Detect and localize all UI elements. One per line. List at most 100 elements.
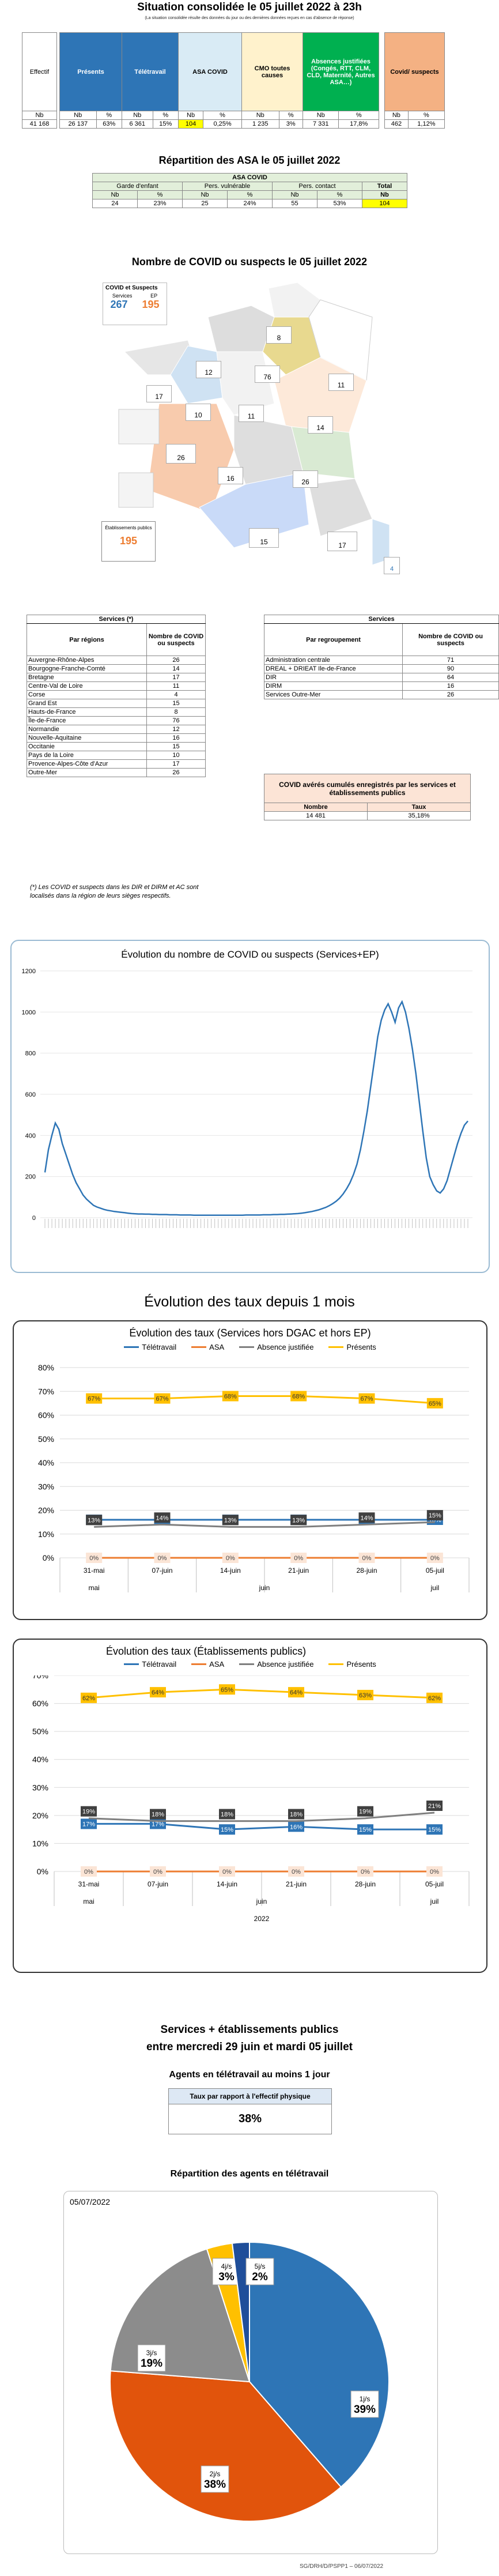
data-label: 62% xyxy=(81,1692,97,1703)
data-label-text: 67% xyxy=(88,1396,100,1403)
data-label-text: 15% xyxy=(429,1512,441,1519)
legend-item: ASA xyxy=(191,1343,224,1351)
val-abs-nb: 7 331 xyxy=(302,119,339,129)
x-tick-label: 05-juil xyxy=(425,1880,444,1888)
col-covid: Covid/ suspects xyxy=(384,32,445,111)
group-h1: Par regroupement xyxy=(264,623,403,656)
data-label: 18% xyxy=(288,1809,304,1820)
y-tick-label: 0 xyxy=(32,1215,36,1222)
region-row-label: Corse xyxy=(27,690,147,699)
data-label-text: 0% xyxy=(222,1869,232,1875)
legend-label: Absence justifiée xyxy=(257,1660,314,1669)
legend-line xyxy=(191,1663,207,1665)
data-label-box xyxy=(290,1515,307,1526)
y-tick-label: 40% xyxy=(32,1755,48,1764)
legend-item: ASA xyxy=(191,1660,224,1669)
sub-cell: Nb xyxy=(177,111,204,120)
region-row-value: 12 xyxy=(146,725,206,734)
data-label: 0% xyxy=(357,1866,373,1877)
data-label: 0% xyxy=(81,1866,97,1877)
val-asa-pct: 0,25% xyxy=(203,119,242,129)
y-tick-label: 20% xyxy=(38,1506,54,1515)
region-badge: 8 xyxy=(266,326,292,344)
data-label-text: 0% xyxy=(361,1869,370,1875)
data-label-box xyxy=(288,1821,304,1832)
region-row: Hauts-de-France 8 xyxy=(27,707,206,717)
teletravail-rate-table: Taux par rapport à l'effectif physique 3… xyxy=(168,2088,332,2134)
legend-line xyxy=(328,1346,344,1348)
region-row-value: 17 xyxy=(146,759,206,769)
pie-label: 1j/s39% xyxy=(350,2390,379,2418)
y-tick-label: 1200 xyxy=(22,968,36,975)
data-label: 15% xyxy=(426,1510,443,1521)
taux-ep-legend: Télétravail ASA Absence justifiée Présen… xyxy=(14,1660,486,1669)
group-table-title: Services xyxy=(264,615,499,624)
x-tick-label: 31-mai xyxy=(78,1880,100,1888)
data-label: 67% xyxy=(86,1393,103,1404)
val-asa-nb: 104 xyxy=(177,119,204,129)
y-tick-label: 400 xyxy=(25,1132,36,1139)
cumul-title: COVID avérés cumulés enregistrés par les… xyxy=(264,774,471,803)
data-label: 68% xyxy=(290,1391,307,1402)
summary-table: Effectif Présents Télétravail ASA COVID … xyxy=(22,32,445,129)
pie-label-name: 2j/s xyxy=(210,2470,221,2478)
data-label-box xyxy=(357,1866,373,1877)
sub-cell: % xyxy=(203,111,242,120)
data-label-box xyxy=(219,1809,235,1820)
ep-box-label: Établissements publics xyxy=(105,525,152,530)
map-title: Nombre de COVID ou suspects le 05 juille… xyxy=(131,256,368,268)
data-label-box xyxy=(86,1393,103,1404)
data-label-box xyxy=(154,1393,171,1404)
legend-line xyxy=(239,1663,255,1665)
data-label-text: 18% xyxy=(290,1812,303,1818)
data-label: 65% xyxy=(219,1684,235,1695)
data-label-text: 16% xyxy=(290,1824,303,1831)
region-row: Corse 4 xyxy=(27,690,206,699)
x-group-label: mai xyxy=(88,1584,99,1592)
sub-cell: Nb xyxy=(384,111,409,120)
group-row-label: Administration centrale xyxy=(264,656,403,665)
y-tick-label: 30% xyxy=(38,1482,54,1491)
asa-sub: % xyxy=(317,190,362,199)
pie-label-box xyxy=(350,2390,379,2418)
cumul-h1: Nombre xyxy=(264,803,368,812)
data-label-text: 65% xyxy=(221,1686,233,1693)
data-label: 0% xyxy=(86,1553,103,1563)
data-label: 64% xyxy=(150,1687,166,1698)
data-label-text: 15% xyxy=(359,1826,372,1833)
sub-cell: % xyxy=(96,111,123,120)
data-label-box xyxy=(426,1398,443,1408)
data-label-text: 13% xyxy=(88,1517,100,1524)
group-row: Administration centrale 71 xyxy=(264,656,499,665)
y-tick-label: 600 xyxy=(25,1091,36,1098)
asa-sub: Nb xyxy=(362,190,407,199)
series-line xyxy=(44,1000,468,1216)
data-label-text: 62% xyxy=(428,1695,441,1702)
region-row-label: Occitanie xyxy=(27,742,147,751)
y-tick-label: 80% xyxy=(38,1363,54,1372)
group-h2: Nombre de COVID ou suspects xyxy=(402,623,499,656)
taux-ep-chart: 0% 10% 20% 30% 40% 50% 60% 70% 31-mai 07-juin 14-j… xyxy=(32,1675,470,1923)
region-row: Outre-Mer 26 xyxy=(27,768,206,777)
col-asa: ASA COVID xyxy=(178,32,242,111)
ep-box: Établissements publics 195 xyxy=(101,521,156,562)
data-label-text: 17% xyxy=(82,1821,95,1828)
val-covid-pct: 1,12% xyxy=(407,119,445,129)
data-label: 18% xyxy=(219,1809,235,1820)
region-row-label: Grand Est xyxy=(27,699,147,708)
asa-sub: Nb xyxy=(182,190,228,199)
data-label: 0% xyxy=(222,1553,239,1563)
data-label-box xyxy=(154,1553,171,1563)
services-ep-title-2: entre mercredi 29 juin et mardi 05 juill… xyxy=(146,2041,353,2053)
region-row: Normandie 12 xyxy=(27,725,206,734)
legend-label: ASA xyxy=(209,1343,225,1351)
data-label: 0% xyxy=(150,1866,166,1877)
regions-table-title: Services (*) xyxy=(27,615,206,624)
region-badge: 12 xyxy=(196,361,221,378)
pie-label-name: 3j/s xyxy=(146,2349,157,2357)
teletravail-rate-value: 38% xyxy=(238,2112,262,2125)
x-tick-label: 28-juin xyxy=(355,1880,376,1888)
region-row: Île-de-France 76 xyxy=(27,716,206,725)
data-label: 18% xyxy=(150,1809,166,1820)
region-row-label: Centre-Val de Loire xyxy=(27,681,147,691)
